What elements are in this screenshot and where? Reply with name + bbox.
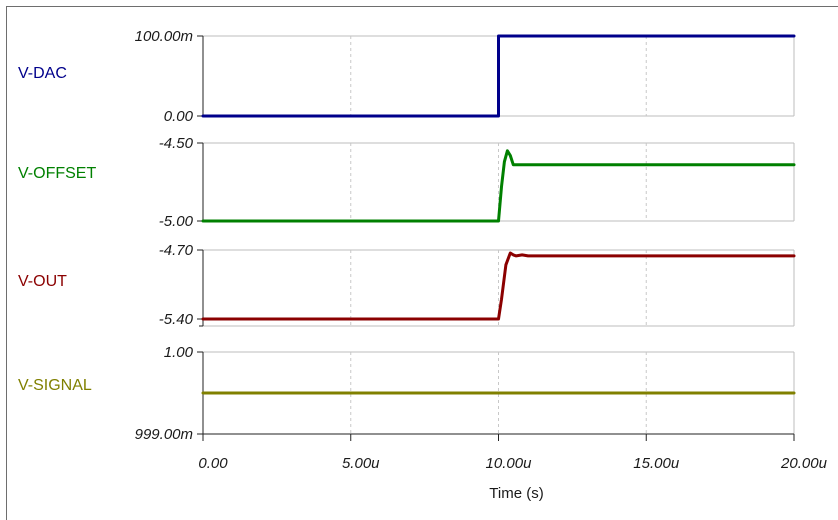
waveform-v-dac: [201, 34, 796, 118]
x-tick-label: 5.00u: [342, 455, 380, 472]
x-tick-label: 20.00u: [780, 455, 828, 472]
signal-label: V-SIGNAL: [18, 377, 92, 394]
y-tick-label: -5.40: [159, 311, 194, 328]
x-tick-label: 0.00: [198, 455, 228, 472]
y-tick-label: 999.00m: [135, 426, 193, 443]
y-tick-label: -4.50: [159, 135, 194, 152]
x-axis-title: Time (s): [489, 485, 543, 502]
frame-border: [6, 6, 838, 520]
waveform-v-out: [201, 251, 796, 321]
x-tick-label: 15.00u: [633, 455, 680, 472]
y-tick-label: 100.00m: [135, 28, 193, 45]
waveform-v-offset: [201, 149, 796, 223]
signal-label: V-DAC: [18, 65, 67, 82]
y-tick-label: -4.70: [159, 242, 194, 259]
signal-label: V-OFFSET: [18, 165, 96, 182]
y-tick-label: -5.00: [159, 213, 194, 230]
x-tick-label: 10.00u: [486, 455, 533, 472]
signal-label: V-OUT: [18, 273, 67, 290]
y-tick-label: 0.00: [164, 108, 194, 125]
y-tick-label: 1.00: [164, 344, 194, 361]
